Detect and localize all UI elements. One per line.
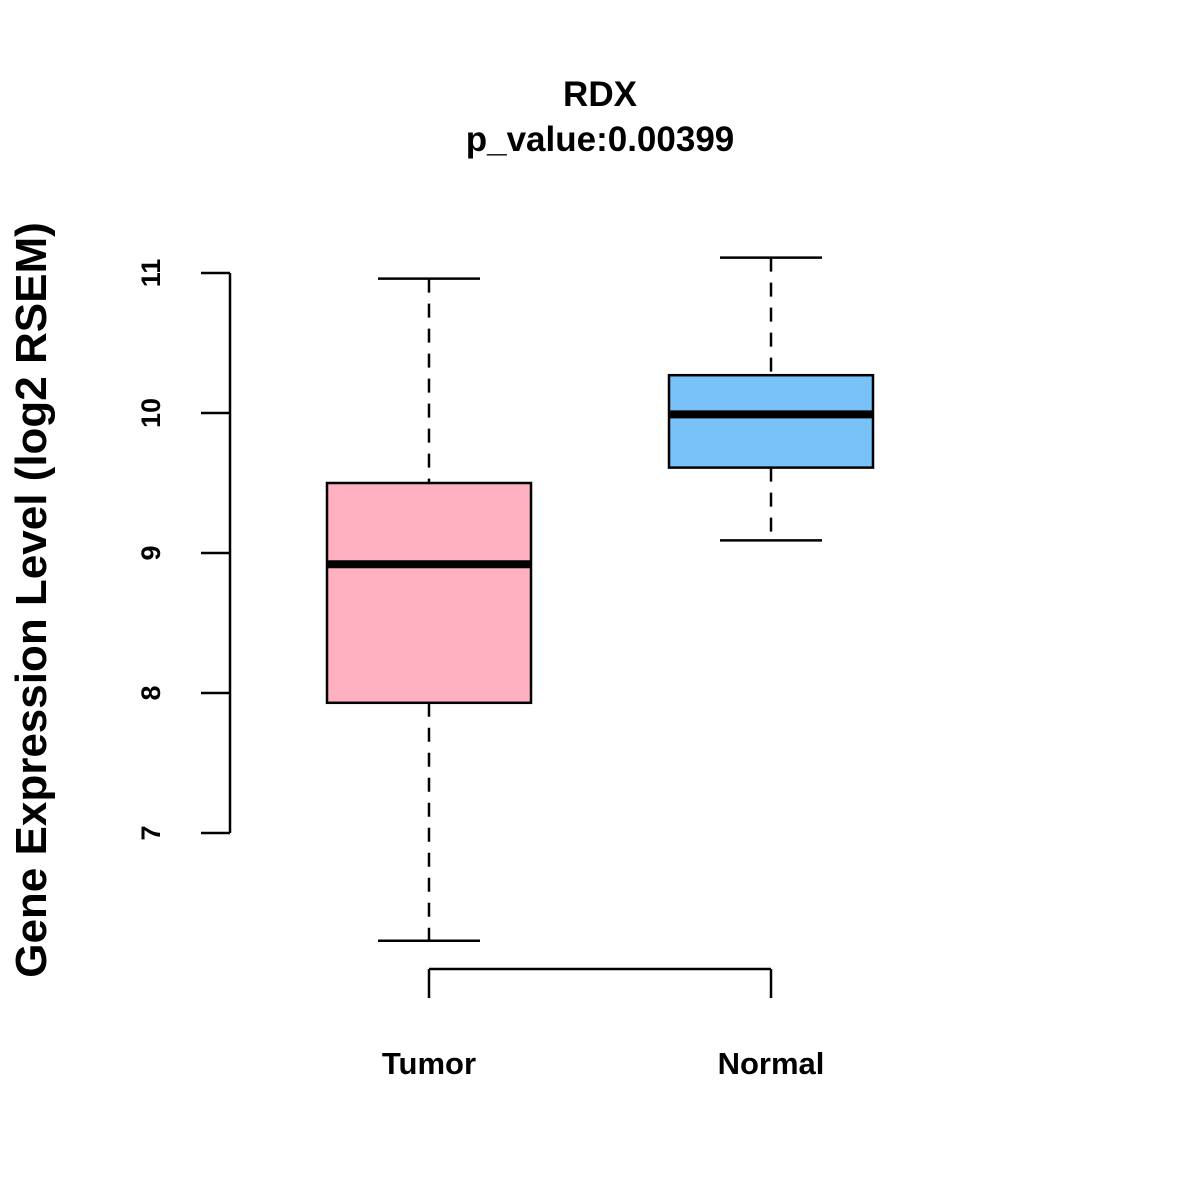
tumor-iqr-box: [325, 481, 533, 705]
y-tick-label-7: 7: [136, 825, 166, 840]
tumor-box-group: [325, 277, 533, 943]
y-tick-label-11: 11: [136, 259, 166, 288]
normal-box-group: [667, 256, 875, 542]
boxes: [325, 256, 875, 943]
y-axis: 7 8 9 10 11: [136, 259, 232, 841]
x-label-normal: Normal: [718, 1046, 825, 1081]
y-axis-label: Gene Expression Level (log2 RSEM): [7, 222, 56, 978]
chart-subtitle: p_value:0.00399: [466, 120, 735, 159]
y-tick-label-10: 10: [136, 398, 166, 428]
normal-iqr-box: [667, 373, 875, 469]
chart-title: RDX: [563, 75, 638, 114]
y-tick-label-8: 8: [136, 685, 166, 700]
x-label-tumor: Tumor: [382, 1046, 476, 1081]
y-tick-label-9: 9: [136, 545, 166, 560]
x-axis: Tumor Normal: [382, 967, 825, 1081]
